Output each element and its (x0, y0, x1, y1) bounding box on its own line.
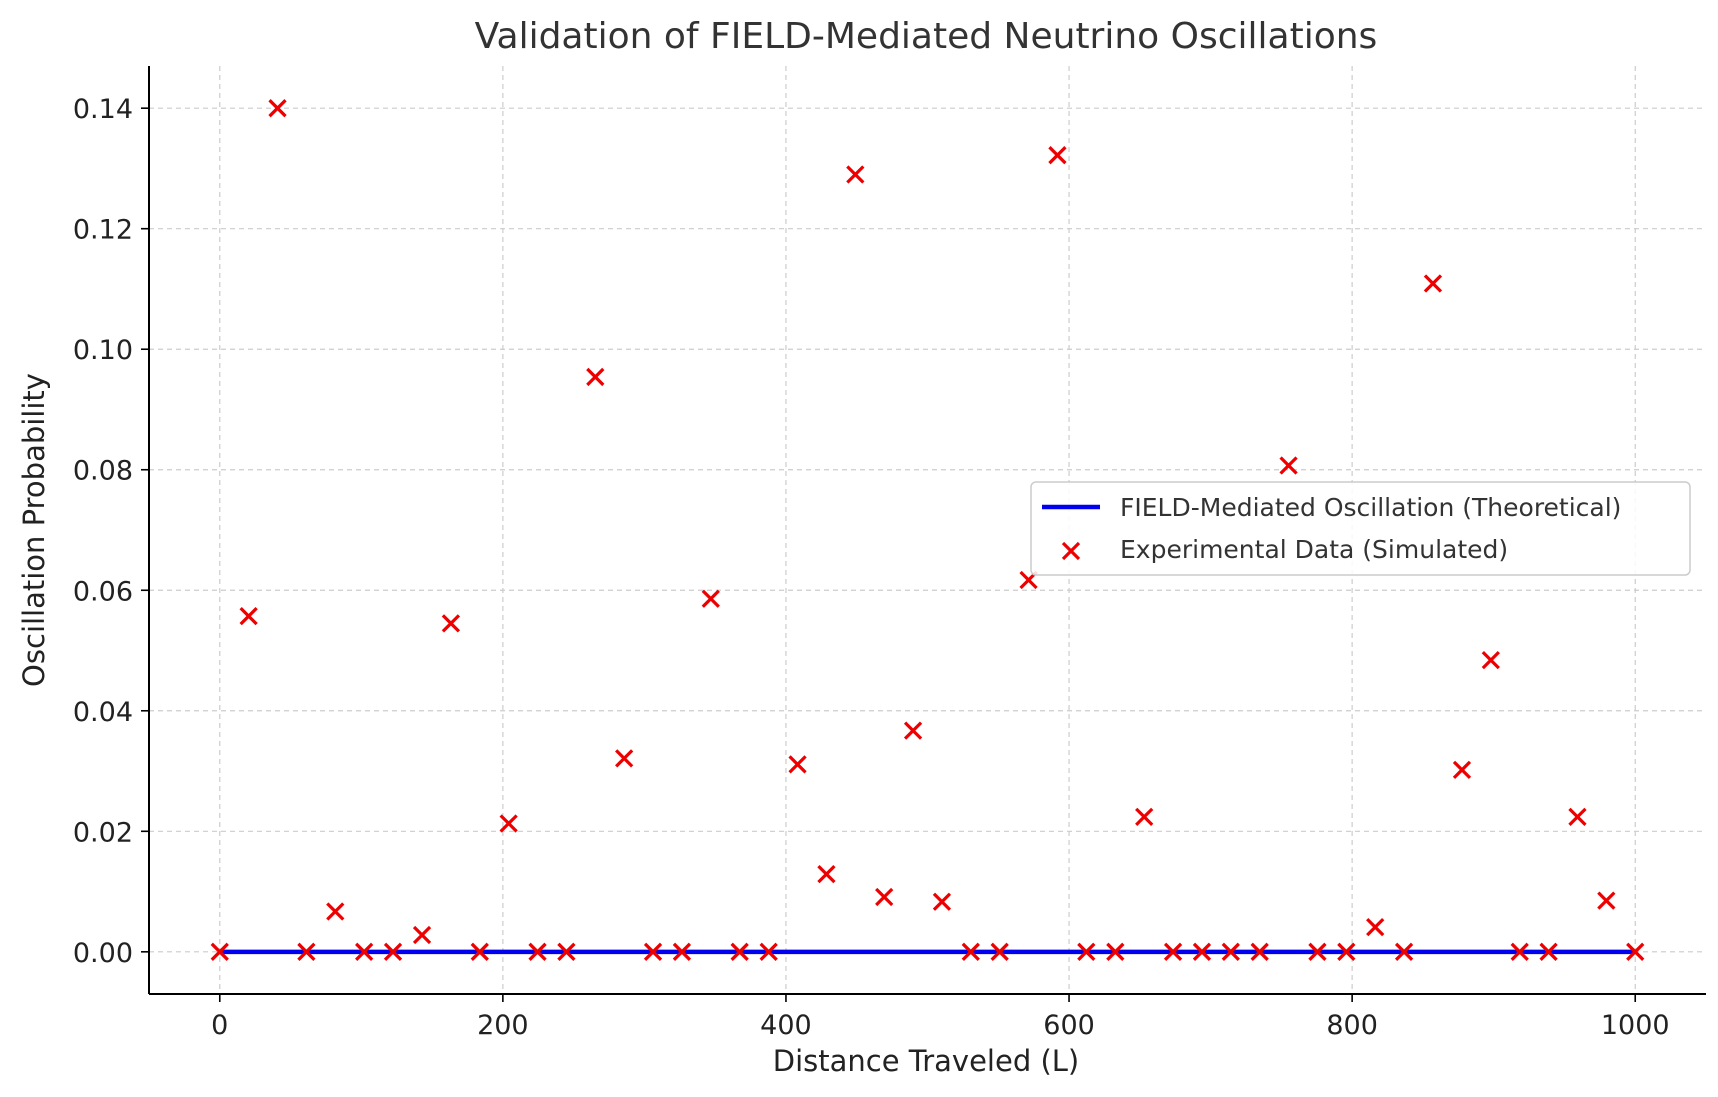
data-point (961, 942, 980, 961)
legend-marker-swatch (1061, 541, 1081, 561)
data-point (615, 749, 634, 768)
data-point (1568, 807, 1587, 826)
data-point (1597, 891, 1616, 910)
data-point (1337, 942, 1356, 961)
data-point (355, 942, 374, 961)
data-point (557, 942, 576, 961)
data-point (1221, 942, 1240, 961)
legend-label-theoretical: FIELD-Mediated Oscillation (Theoretical) (1120, 493, 1621, 522)
y-tick-label: 0.14 (73, 94, 133, 125)
data-point (528, 942, 547, 961)
data-point (239, 607, 258, 626)
x-tick-label: 1000 (1601, 1010, 1670, 1041)
data-point (1510, 942, 1529, 961)
data-point (383, 942, 403, 961)
data-point (1250, 942, 1269, 961)
data-point (1106, 942, 1125, 961)
tick-labels: 0 200 400 600 800 1000 0.00 0.02 0.04 0.06 0.08 0.1… (73, 94, 1670, 1041)
data-point (470, 942, 489, 961)
data-point (297, 942, 316, 961)
data-point (1192, 942, 1212, 961)
experimental-series (210, 99, 1645, 961)
data-point (817, 864, 836, 884)
x-tick-label: 600 (1043, 1010, 1095, 1041)
chart-title: Validation of FIELD-Mediated Neutrino Os… (475, 16, 1378, 57)
data-point (1366, 917, 1385, 937)
data-point (846, 165, 865, 184)
axes (141, 66, 1706, 1002)
data-point (1077, 942, 1096, 961)
legend-box (1030, 481, 1691, 576)
data-point (1048, 146, 1067, 165)
data-point (788, 755, 807, 774)
data-point (932, 892, 952, 911)
x-tick-label: 200 (477, 1010, 529, 1041)
data-point (672, 942, 692, 961)
legend-label-experimental: Experimental Data (Simulated) (1120, 535, 1508, 564)
data-point (268, 99, 287, 118)
data-point (441, 614, 461, 633)
data-point (1626, 942, 1645, 961)
data-point (210, 942, 229, 961)
legend: FIELD-Mediated Oscillation (Theoretical)… (1030, 481, 1691, 576)
y-tick-label: 0.02 (73, 817, 133, 848)
data-point (586, 367, 605, 387)
y-tick-label: 0.08 (73, 456, 133, 487)
y-tick-label: 0.10 (73, 335, 133, 366)
data-point (701, 589, 720, 608)
data-point (412, 925, 432, 945)
data-point (1279, 456, 1298, 475)
data-point (875, 887, 894, 907)
x-axis-title: Distance Traveled (L) (773, 1044, 1079, 1078)
data-point (1452, 760, 1472, 779)
data-point (730, 942, 749, 961)
data-point (643, 942, 663, 961)
y-tick-label: 0.06 (73, 576, 133, 607)
data-point (759, 942, 778, 961)
data-point (1539, 942, 1558, 961)
data-point (1135, 807, 1154, 826)
x-tick-label: 800 (1326, 1010, 1378, 1041)
data-point (1481, 651, 1500, 670)
data-point (903, 721, 923, 740)
data-point (990, 942, 1009, 961)
data-point (1163, 942, 1183, 961)
y-tick-label: 0.12 (73, 215, 133, 246)
x-tick-label: 400 (760, 1010, 812, 1041)
data-point (499, 814, 518, 833)
y-tick-label: 0.04 (73, 697, 133, 728)
data-point (1394, 942, 1414, 961)
data-point (1423, 274, 1443, 293)
data-point (326, 902, 345, 921)
y-axis-title: Oscillation Probability (17, 373, 51, 687)
x-tick-label: 0 (211, 1010, 228, 1041)
data-point (1308, 942, 1327, 961)
y-tick-label: 0.00 (73, 938, 133, 969)
